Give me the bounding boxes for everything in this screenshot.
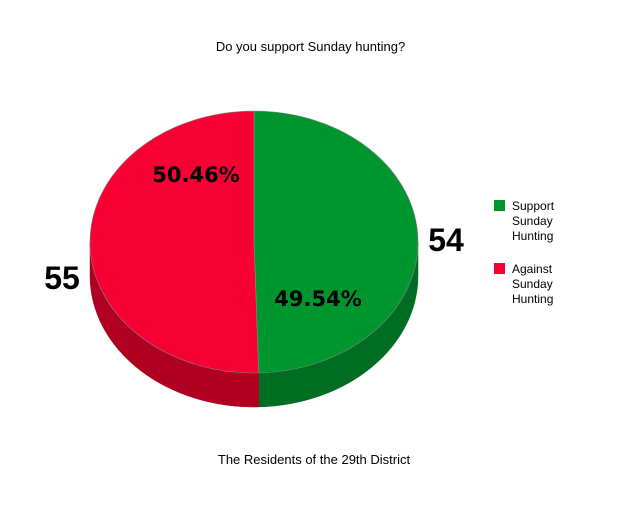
legend-swatch-support <box>494 200 505 211</box>
pie-labels: 49.54% 50.46% 54 55 <box>44 163 464 311</box>
pie-slice-support <box>253 110 419 374</box>
pie-3d-side <box>89 241 419 408</box>
legend-label-against: Against Sunday Hunting <box>512 262 554 306</box>
pie-top-faces <box>89 110 419 374</box>
pie-value-label-against: 55 <box>44 260 80 296</box>
chart-xlabel: The Residents of the 29th District <box>217 452 411 467</box>
pie-percent-label-support: 49.54% <box>274 287 361 311</box>
legend-label-support: Support Sunday Hunting <box>512 199 555 243</box>
pie-value-label-support: 54 <box>428 222 464 258</box>
legend-swatch-against <box>494 263 505 274</box>
chart-title: Do you support Sunday hunting? <box>215 39 406 54</box>
pie-percent-label-against: 50.46% <box>152 163 239 187</box>
pie-slice-against <box>89 110 260 374</box>
